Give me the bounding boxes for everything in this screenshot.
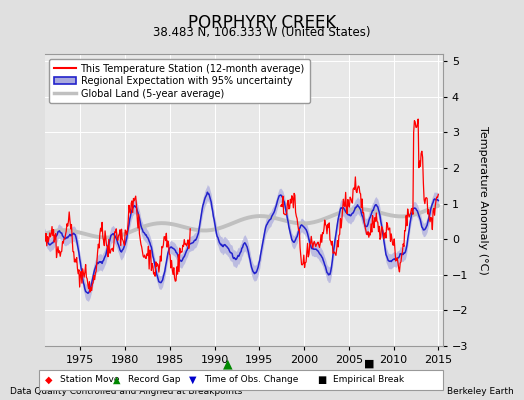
Text: Time of Obs. Change: Time of Obs. Change: [204, 376, 299, 384]
Text: ▲: ▲: [113, 375, 120, 385]
Text: Data Quality Controlled and Aligned at Breakpoints: Data Quality Controlled and Aligned at B…: [10, 387, 243, 396]
Text: Empirical Break: Empirical Break: [333, 376, 404, 384]
Text: ▲: ▲: [223, 358, 233, 370]
Text: ◆: ◆: [45, 375, 52, 385]
Text: Station Move: Station Move: [60, 376, 120, 384]
Text: ■: ■: [317, 375, 326, 385]
Text: PORPHYRY CREEK: PORPHYRY CREEK: [188, 14, 336, 32]
Text: Record Gap: Record Gap: [128, 376, 181, 384]
Y-axis label: Temperature Anomaly (°C): Temperature Anomaly (°C): [478, 126, 488, 274]
Text: Record Gap: Record Gap: [128, 376, 181, 384]
Text: Berkeley Earth: Berkeley Earth: [447, 387, 514, 396]
Text: ■: ■: [364, 359, 375, 369]
Text: ◆: ◆: [45, 375, 52, 385]
Text: ▼: ▼: [189, 375, 196, 385]
Text: Empirical Break: Empirical Break: [333, 376, 404, 384]
Text: ■: ■: [317, 375, 326, 385]
Text: Time of Obs. Change: Time of Obs. Change: [204, 376, 299, 384]
Text: ▼: ▼: [189, 375, 196, 385]
Text: Station Move: Station Move: [60, 376, 120, 384]
Legend: This Temperature Station (12-month average), Regional Expectation with 95% uncer: This Temperature Station (12-month avera…: [49, 59, 310, 104]
Text: 38.483 N, 106.333 W (United States): 38.483 N, 106.333 W (United States): [153, 26, 371, 39]
Text: ▲: ▲: [113, 375, 120, 385]
